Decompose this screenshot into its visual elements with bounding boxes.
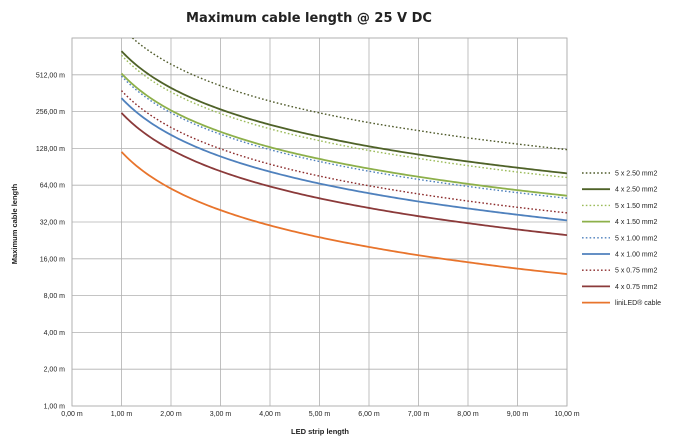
x-tick-label: 7,00 m: [408, 411, 430, 418]
series-line: [120, 90, 567, 214]
series-line: [120, 72, 567, 197]
y-tick-label: 4,00 m: [44, 330, 66, 337]
x-tick-label: 3,00 m: [210, 411, 232, 418]
y-tick-label: 1,00 m: [44, 404, 66, 411]
y-tick-label: 128,00 m: [36, 146, 65, 153]
series-line: [131, 38, 567, 151]
x-tick-label: 5,00 m: [309, 411, 331, 418]
y-tick-label: 32,00 m: [40, 220, 65, 227]
x-tick-label: 10,00 m: [554, 411, 579, 418]
y-tick-labels: 1,00 m 2,00 m 4,00 m 8,00 m 16,00 m 32,00 m 64…: [36, 72, 65, 410]
legend-entry: 4 x 1.00 mm2: [615, 252, 658, 259]
y-tick-label: 2,00 m: [44, 367, 66, 374]
legend-entry: 5 x 1.00 mm2: [615, 235, 658, 242]
x-axis-title: LED strip length: [291, 427, 349, 436]
series-line: [120, 97, 567, 222]
series-line: [120, 75, 567, 200]
legend-entry: 5 x 1.50 mm2: [615, 203, 658, 210]
legend-entry: 5 x 0.75 mm2: [615, 268, 658, 275]
x-tick-label: 2,00 m: [160, 411, 182, 418]
legend-entry: 5 x 2.50 mm2: [615, 171, 658, 178]
legend-entry: 4 x 0.75 mm2: [615, 284, 658, 291]
y-tick-label: 512,00 m: [36, 72, 65, 79]
x-tick-label: 9,00 m: [507, 411, 529, 418]
x-tick-labels: 0,00 m 1,00 m 2,00 m 3,00 m 4,00 m 5,00 m 6,00…: [61, 411, 580, 418]
series-line: [120, 151, 567, 275]
y-tick-label: 8,00 m: [44, 293, 66, 300]
legend: 5 x 2.50 mm2 4 x 2.50 mm2 5 x 1.50 mm2 4 x …: [582, 171, 661, 307]
series-line: [120, 54, 567, 179]
y-tick-label: 16,00 m: [40, 256, 65, 263]
y-axis-title: Maximum cable length: [10, 183, 19, 264]
x-tick-label: 8,00 m: [457, 411, 479, 418]
chart-title: Maximum cable length @ 25 V DC: [186, 11, 432, 26]
y-tick-label: 256,00 m: [36, 109, 65, 116]
grid: [71, 37, 568, 407]
x-tick-label: 1,00 m: [111, 411, 133, 418]
legend-entry: liniLED® cable: [615, 299, 661, 307]
legend-entry: 4 x 2.50 mm2: [615, 187, 658, 194]
series-line: [120, 50, 567, 175]
x-tick-label: 0,00 m: [61, 411, 83, 418]
legend-entry: 4 x 1.50 mm2: [615, 219, 658, 226]
x-tick-label: 4,00 m: [259, 411, 281, 418]
series-lines: [120, 38, 567, 275]
x-tick-label: 6,00 m: [358, 411, 380, 418]
series-line: [120, 112, 567, 237]
y-tick-label: 64,00 m: [40, 183, 65, 190]
